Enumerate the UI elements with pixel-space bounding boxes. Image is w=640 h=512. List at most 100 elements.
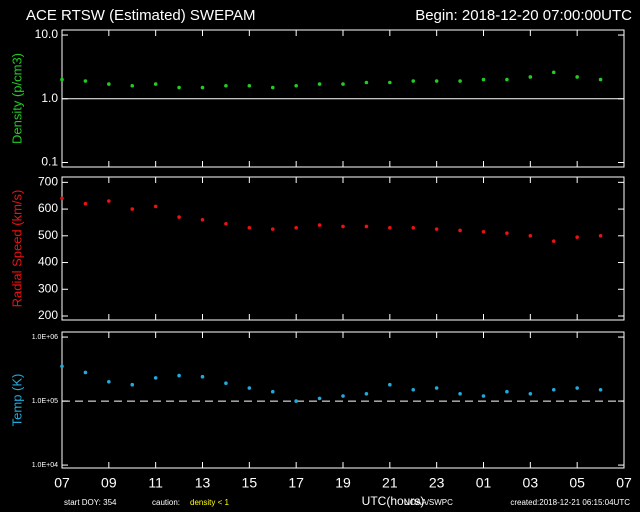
y-axis-label: Density (p/cm3) [9, 53, 24, 144]
y-axis-label: Radial Speed (km/s) [9, 190, 24, 308]
data-point [317, 82, 322, 86]
x-tick-label: 15 [242, 475, 258, 491]
data-point [505, 389, 509, 394]
y-axis-label: Temp (K) [9, 374, 24, 427]
data-point [598, 387, 603, 392]
data-point [130, 207, 135, 211]
data-point [294, 83, 298, 88]
data-point [388, 80, 392, 85]
begin-time: Begin: 2018-12-20 07:00:00UTC [415, 7, 632, 24]
x-tick-label: 23 [429, 475, 445, 491]
data-point [83, 370, 88, 375]
x-tick-label: 13 [195, 475, 211, 491]
y-tick-label: 500 [38, 228, 58, 242]
data-point [270, 389, 275, 394]
data-point [411, 79, 416, 83]
data-point [551, 387, 556, 392]
data-point [434, 386, 439, 390]
data-point [341, 82, 345, 86]
caution-value: density < 1 [190, 498, 229, 507]
x-tick-label: 05 [569, 475, 585, 491]
data-point [294, 225, 298, 230]
data-point [598, 77, 603, 82]
data-point [575, 386, 579, 390]
data-point [505, 77, 509, 82]
data-point [411, 225, 416, 230]
data-point [107, 199, 111, 203]
data-point [200, 85, 205, 90]
y-tick-label: 1.0E+04 [32, 462, 58, 469]
data-point [434, 79, 439, 83]
data-point [83, 201, 88, 206]
panel-frame [61, 176, 625, 321]
data-point [575, 75, 579, 79]
data-point [130, 382, 135, 387]
y-tick-label: 400 [38, 255, 58, 269]
x-tick-label: 03 [523, 475, 539, 491]
data-point [83, 79, 88, 83]
data-point [177, 215, 181, 219]
data-point [388, 225, 392, 230]
data-point [364, 224, 369, 229]
data-point [317, 396, 322, 401]
data-point [317, 223, 322, 227]
y-tick-label: 1.0E+05 [32, 398, 58, 405]
data-point [153, 204, 158, 209]
data-point [247, 83, 252, 88]
data-point [270, 227, 275, 231]
data-point [551, 239, 556, 243]
data-point [458, 391, 462, 396]
data-point [294, 399, 298, 403]
data-point [60, 364, 64, 369]
source: NOAA/SWPC [404, 498, 453, 507]
data-point [177, 85, 181, 90]
x-tick-label: 19 [335, 475, 351, 491]
x-tick-label: 09 [101, 475, 117, 491]
data-point [224, 221, 228, 226]
data-point [60, 196, 64, 201]
x-axis-label: UTC(hours) [362, 494, 425, 508]
data-point [528, 391, 533, 396]
data-point [458, 228, 462, 233]
data-point [434, 227, 439, 231]
y-tick-label: 10.0 [35, 27, 59, 41]
data-point [130, 83, 135, 88]
x-tick-label: 17 [288, 475, 304, 491]
data-point [107, 380, 111, 384]
x-tick-label: 21 [382, 475, 398, 491]
data-point [247, 386, 252, 390]
data-point [224, 381, 228, 386]
created: created:2018-12-21 06:15:04UTC [510, 498, 630, 507]
x-tick-label: 07 [616, 475, 632, 491]
chart-title: ACE RTSW (Estimated) SWEPAM [26, 7, 255, 24]
y-tick-label: 300 [38, 281, 58, 295]
data-point [364, 80, 369, 85]
data-point [224, 83, 228, 88]
caution: caution: [152, 498, 180, 507]
x-tick-label: 11 [148, 475, 163, 491]
data-point [200, 374, 205, 379]
data-point [247, 225, 252, 230]
data-point [60, 77, 64, 82]
data-point [481, 77, 486, 82]
data-point [388, 382, 392, 387]
data-point [598, 234, 603, 238]
x-tick-label: 07 [54, 475, 70, 491]
data-point [411, 387, 416, 392]
y-tick-label: 0.1 [41, 155, 58, 169]
data-point [458, 79, 462, 83]
y-tick-label: 700 [38, 175, 58, 189]
data-point [200, 217, 205, 222]
panel-frame [61, 331, 625, 469]
data-point [341, 394, 345, 398]
data-point [481, 394, 486, 398]
y-tick-label: 1.0 [41, 91, 58, 105]
data-point [364, 391, 369, 396]
data-point [575, 235, 579, 239]
data-point [505, 231, 509, 235]
data-point [153, 82, 158, 86]
y-tick-label: 600 [38, 201, 58, 215]
data-point [153, 376, 158, 380]
